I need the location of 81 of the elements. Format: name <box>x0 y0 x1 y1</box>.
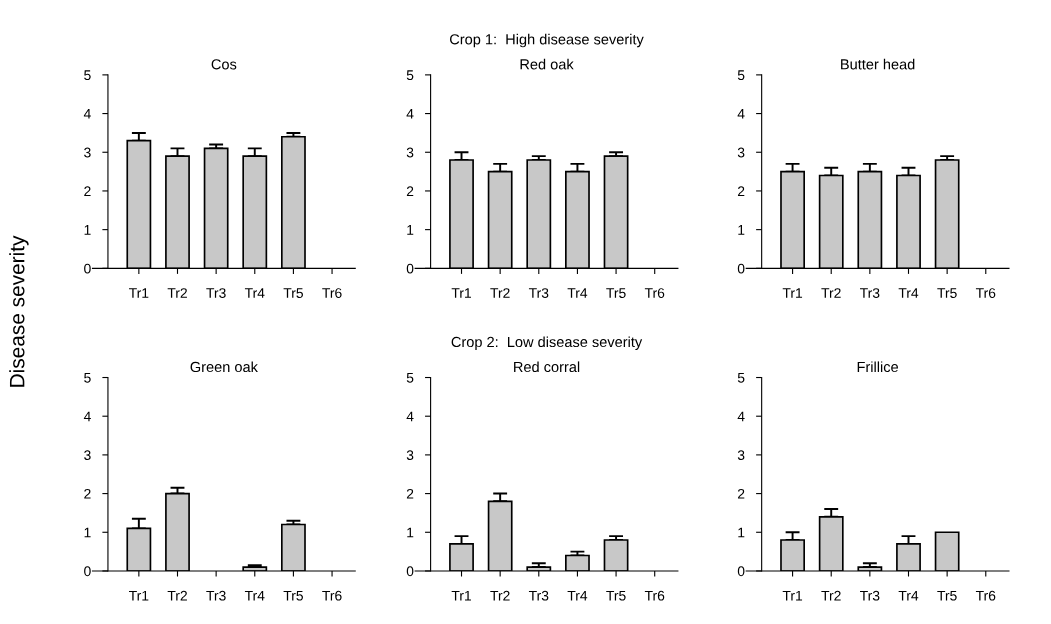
x-tick-label: Tr2 <box>821 590 841 601</box>
y-tick-label: 0 <box>84 263 91 274</box>
x-tick-label: Tr5 <box>937 590 957 601</box>
y-tick-label: 3 <box>406 450 414 461</box>
x-tick-label: Tr1 <box>451 288 471 298</box>
x-tick-label: Tr6 <box>644 288 665 298</box>
x-tick-label: Tr5 <box>283 288 303 298</box>
y-tick-label: 4 <box>406 411 414 422</box>
y-tick-label: 2 <box>737 186 745 196</box>
x-tick-label: Tr4 <box>567 288 588 298</box>
x-tick-label: Tr2 <box>490 590 510 601</box>
y-tick-label: 1 <box>84 527 91 538</box>
x-tick-label: Tr6 <box>322 288 342 298</box>
x-tick-label: Tr6 <box>322 590 342 601</box>
y-tick-label: 2 <box>737 488 745 499</box>
x-tick-label: Tr1 <box>129 288 149 298</box>
y-tick-label: 3 <box>737 450 745 461</box>
y-tick-label: 5 <box>84 70 91 81</box>
y-tick-label: 5 <box>737 70 745 81</box>
x-tick-label: Tr1 <box>451 590 471 601</box>
y-tick-label: 4 <box>83 411 91 422</box>
x-tick-label: Tr2 <box>821 288 841 298</box>
chart-title: Red oak <box>520 58 574 70</box>
y-axis-title: Disease severity <box>9 235 29 387</box>
y-tick-label: 0 <box>737 566 745 577</box>
y-tick-label: 4 <box>737 411 745 422</box>
x-tick-label: Tr5 <box>606 590 626 601</box>
y-tick-label: 4 <box>737 109 745 119</box>
chart-title: Frillice <box>857 361 898 373</box>
y-tick-label: 4 <box>83 109 91 119</box>
x-tick-label: Tr1 <box>782 590 803 601</box>
x-tick-label: Tr3 <box>528 590 549 601</box>
y-tick-label: 3 <box>84 450 91 461</box>
x-tick-label: Tr6 <box>644 590 665 601</box>
y-tick-label: 0 <box>737 263 745 274</box>
chart-title: Red corral <box>514 361 580 373</box>
x-tick-label: Tr3 <box>206 590 226 601</box>
x-tick-label: Tr3 <box>860 288 880 298</box>
x-tick-label: Tr3 <box>206 288 226 298</box>
x-tick-label: Tr5 <box>283 590 303 601</box>
y-tick-label: 0 <box>406 263 414 274</box>
x-tick-label: Tr2 <box>167 590 187 601</box>
y-tick-label: 5 <box>406 373 414 383</box>
y-tick-label: 1 <box>738 225 745 235</box>
y-tick-label: 4 <box>406 109 414 119</box>
y-tick-label: 1 <box>407 225 414 235</box>
y-tick-label: 2 <box>84 186 91 196</box>
y-tick-label: 3 <box>406 147 414 158</box>
chart-title: Cos <box>211 59 237 70</box>
y-tick-label: 1 <box>738 527 745 538</box>
y-tick-label: 0 <box>406 566 414 577</box>
y-tick-label: 3 <box>737 147 745 158</box>
x-tick-label: Tr5 <box>606 288 626 298</box>
text: Crop 2: Low disease severity <box>451 336 643 350</box>
y-tick-label: 1 <box>84 225 91 235</box>
y-tick-label: 2 <box>406 488 414 499</box>
chart-title: Green oak <box>190 361 258 373</box>
x-tick-label: Tr2 <box>167 288 187 298</box>
x-tick-label: Tr6 <box>975 590 996 601</box>
x-tick-label: Tr2 <box>490 288 510 298</box>
y-tick-label: 3 <box>84 147 91 158</box>
chart-title: Butter head <box>841 58 915 70</box>
x-tick-label: Tr3 <box>860 590 880 601</box>
x-tick-label: Tr1 <box>129 590 149 601</box>
y-tick-label: 5 <box>406 70 414 81</box>
x-tick-label: Tr5 <box>937 288 957 298</box>
y-tick-label: 5 <box>737 373 745 383</box>
x-tick-label: Tr4 <box>567 590 588 601</box>
y-tick-label: 2 <box>84 488 91 499</box>
x-tick-label: Tr4 <box>898 590 919 601</box>
x-tick-label: Tr1 <box>782 288 803 298</box>
y-tick-label: 5 <box>84 373 91 383</box>
x-tick-label: Tr6 <box>975 288 996 298</box>
x-tick-label: Tr4 <box>898 288 919 298</box>
text: Crop 1: High disease severity <box>450 33 644 48</box>
x-tick-label: Tr3 <box>528 288 549 298</box>
y-tick-label: 0 <box>84 566 91 577</box>
y-tick-label: 1 <box>407 527 414 538</box>
x-tick-label: Tr4 <box>244 590 265 601</box>
x-tick-label: Tr4 <box>244 288 265 298</box>
y-tick-label: 2 <box>406 186 414 196</box>
